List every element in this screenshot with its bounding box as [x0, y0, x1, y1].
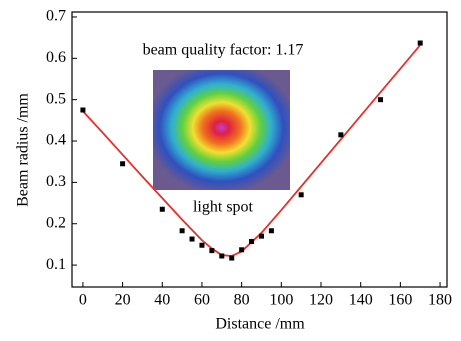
y-tick-label: 0.4	[46, 132, 66, 149]
x-tick-label: 100	[269, 292, 293, 309]
data-point	[180, 228, 185, 233]
x-tick-label: 20	[115, 292, 131, 309]
data-point	[239, 247, 244, 252]
y-axis-label: Beam radius /mm	[15, 93, 32, 207]
data-point	[219, 253, 224, 258]
x-tick-label: 120	[309, 292, 333, 309]
annotation: beam quality factor: 1.17	[143, 42, 304, 59]
data-point	[80, 108, 85, 113]
x-tick-label: 0	[79, 292, 87, 309]
data-point	[190, 237, 195, 242]
y-tick-label: 0.7	[46, 8, 66, 25]
x-tick-label: 80	[234, 292, 250, 309]
data-point	[120, 161, 125, 166]
data-point	[378, 97, 383, 102]
y-tick-label: 0.6	[46, 49, 66, 66]
y-tick-label: 0.3	[46, 173, 66, 190]
x-tick-label: 160	[388, 292, 412, 309]
data-point	[338, 132, 343, 137]
chart: beam quality factor: 1.17 light spot Dis…	[0, 0, 461, 336]
annotation: light spot	[193, 199, 254, 216]
data-point	[229, 256, 234, 261]
data-point	[269, 228, 274, 233]
light-spot-image	[153, 70, 290, 190]
y-tick-label: 0.5	[46, 90, 66, 107]
data-point	[209, 248, 214, 253]
x-tick-label: 180	[428, 292, 452, 309]
data-point	[418, 41, 423, 46]
data-point	[199, 243, 204, 248]
data-point	[249, 239, 254, 244]
data-point	[259, 234, 264, 239]
y-tick-label: 0.1	[46, 256, 66, 273]
x-tick-label: 140	[349, 292, 373, 309]
data-point	[160, 207, 165, 212]
x-axis-label: Distance /mm	[215, 316, 305, 333]
page: {"chart_data": {"type": "scatter", "x_la…	[0, 0, 461, 336]
y-tick-label: 0.2	[46, 214, 66, 231]
data-point	[299, 192, 304, 197]
x-tick-label: 40	[154, 292, 170, 309]
x-tick-label: 60	[194, 292, 210, 309]
